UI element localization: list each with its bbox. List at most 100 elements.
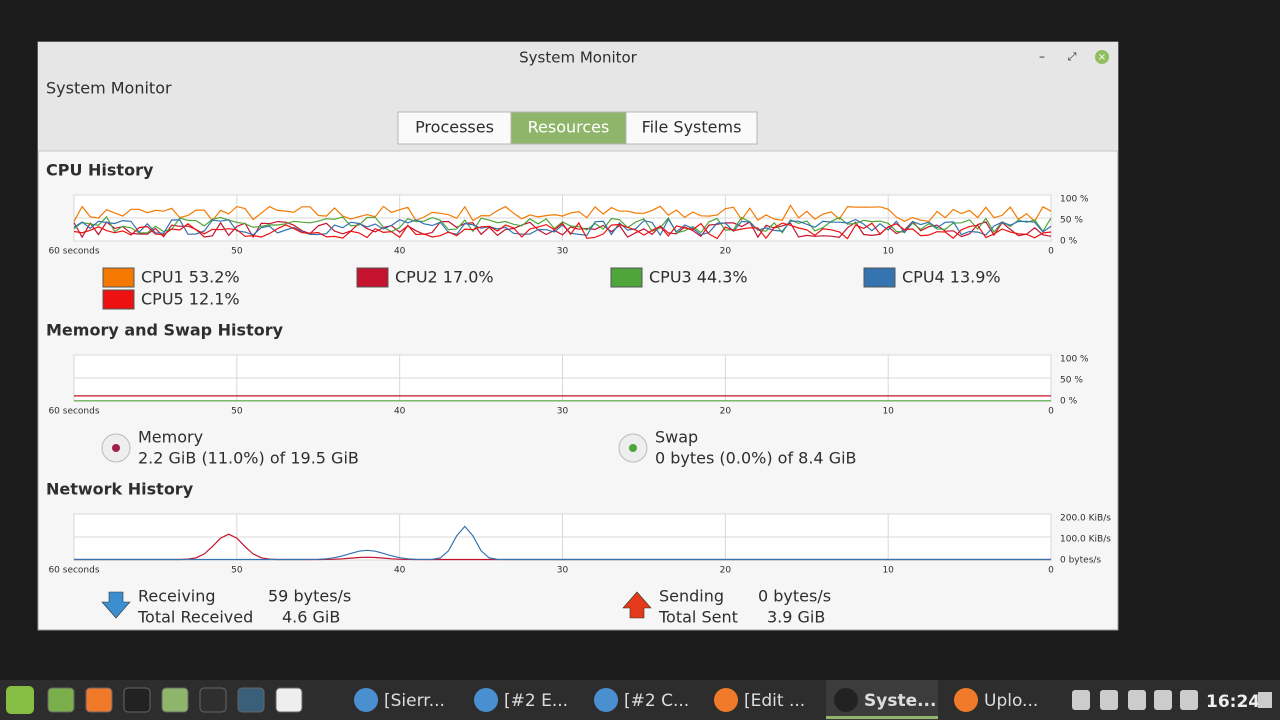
window-icon[interactable] [474,688,498,712]
tray-icon[interactable] [1154,690,1172,710]
close[interactable] [1095,50,1109,64]
legend-label: CPU3 44.3% [649,268,748,287]
volume-icon[interactable] [1258,692,1272,708]
window-icon[interactable] [954,688,978,712]
window-icon[interactable] [834,688,858,712]
y-label: 50 % [1060,216,1083,226]
x-label: 60 seconds [48,247,99,257]
x-label: 60 seconds [48,407,99,417]
trace [73,204,1052,223]
close-icon[interactable]: × [1098,52,1106,63]
legend-label: CPU1 53.2% [141,268,240,287]
tray-icon[interactable] [1180,690,1198,710]
x-label: 40 [394,247,406,257]
tray-icon[interactable] [1072,690,1090,710]
legend-swatch [102,267,135,288]
active-indicator [826,716,938,719]
x-label: 50 [231,247,243,257]
launcher-icon[interactable] [237,687,265,713]
x-label: 0 [1048,566,1054,576]
minimize[interactable]: – [1039,50,1045,64]
x-label: 30 [557,566,569,576]
legend-label: CPU4 13.9% [902,268,1001,287]
launcher-icon[interactable] [199,687,227,713]
x-label: 10 [882,407,894,417]
x-label: 40 [394,566,406,576]
section-title: Memory and Swap History [46,321,284,340]
x-label: 30 [557,247,569,257]
launcher-icon[interactable] [47,687,75,713]
legend-label: CPU5 12.1% [141,290,240,309]
window-button[interactable]: [#2 C... [624,691,689,711]
window-button[interactable]: [Sierr... [384,691,445,711]
legend-swatch [356,267,389,288]
window-icon[interactable] [354,688,378,712]
maximize[interactable]: ⤢ [1068,50,1077,63]
x-label: 0 [1048,247,1054,257]
tab[interactable] [625,111,758,145]
launcher-icon[interactable] [275,687,303,713]
trace [73,221,1052,240]
legend-label: CPU2 17.0% [395,268,494,287]
x-label: 10 [882,247,894,257]
window-title: System Monitor [519,49,638,67]
section-title: CPU History [46,161,154,180]
x-label: 20 [720,247,732,257]
arrow-icon [101,591,131,619]
trace [73,218,1052,237]
tab-label[interactable]: Resources [528,118,610,137]
window-button[interactable]: Syste... [864,691,936,711]
net-label: Receiving [138,587,216,606]
window-icon[interactable] [714,688,738,712]
window-button[interactable]: [#2 E... [504,691,568,711]
y-label: 100 % [1060,195,1089,205]
gauge-dot [629,444,637,452]
net-rate: 59 bytes/s [268,587,351,606]
launcher-icon[interactable] [85,687,113,713]
tray-icon[interactable] [1100,690,1118,710]
window-button[interactable]: [Edit ... [744,691,805,711]
window-button[interactable]: Uplo... [984,691,1038,711]
gauge-detail: 2.2 GiB (11.0%) of 19.5 GiB [138,449,359,468]
x-label: 20 [720,566,732,576]
launcher-icon[interactable] [161,687,189,713]
net-total-label: Total Sent [658,608,738,627]
trace [73,215,1052,234]
legend-swatch [863,267,896,288]
y-label: 0 bytes/s [1060,556,1101,566]
x-label: 60 seconds [48,566,99,576]
gauge-detail: 0 bytes (0.0%) of 8.4 GiB [655,449,857,468]
tab[interactable] [510,111,627,145]
gauge-dot [112,444,120,452]
net-total: 4.6 GiB [282,608,340,627]
menu-button[interactable] [6,686,34,714]
tray-icon[interactable] [1128,690,1146,710]
launcher-icon[interactable] [123,687,151,713]
tab-label[interactable]: File Systems [642,118,742,137]
gauge-name: Memory [138,428,203,447]
y-label: 50 % [1060,376,1083,386]
app-header: System Monitor [46,79,172,98]
y-label: 0 % [1060,397,1078,407]
net-total: 3.9 GiB [767,608,825,627]
y-label: 100.0 KiB/s [1060,535,1111,545]
trace [74,525,1051,561]
x-label: 20 [720,407,732,417]
y-label: 100 % [1060,355,1089,365]
window-icon[interactable] [594,688,618,712]
clock[interactable]: 16:24 [1206,692,1260,712]
tab-label[interactable]: Processes [415,118,494,137]
x-label: 50 [231,407,243,417]
legend-swatch [102,289,135,310]
x-label: 30 [557,407,569,417]
x-label: 0 [1048,407,1054,417]
arrow-icon [622,591,652,619]
legend-swatch [610,267,643,288]
y-label: 200.0 KiB/s [1060,514,1111,524]
y-label: 0 % [1060,237,1078,247]
section-title: Network History [46,480,194,499]
gauge-name: Swap [655,428,698,447]
net-total-label: Total Received [137,608,253,627]
